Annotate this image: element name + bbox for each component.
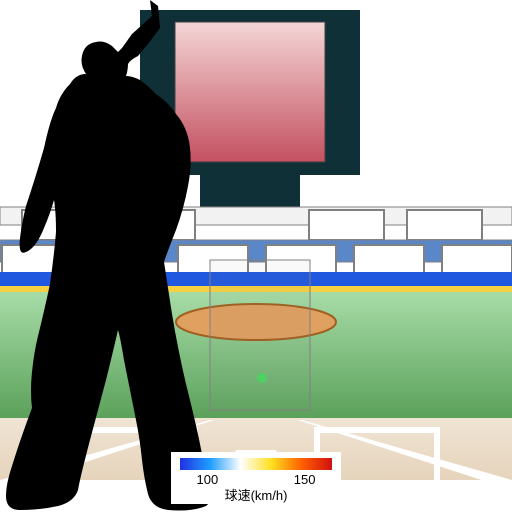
seat-box-front	[354, 245, 424, 273]
strike-zone	[210, 260, 310, 410]
seat-box-front	[442, 245, 512, 273]
seat-box-back	[407, 210, 482, 240]
legend-title: 球速(km/h)	[225, 488, 288, 503]
legend-tick: 100	[197, 472, 219, 487]
legend-tick: 150	[294, 472, 316, 487]
scoreboard-neck	[200, 175, 300, 207]
scoreboard-screen	[175, 22, 325, 162]
pitch-marker	[257, 373, 267, 383]
seat-box-back	[309, 210, 384, 240]
legend-colorbar	[180, 458, 332, 470]
